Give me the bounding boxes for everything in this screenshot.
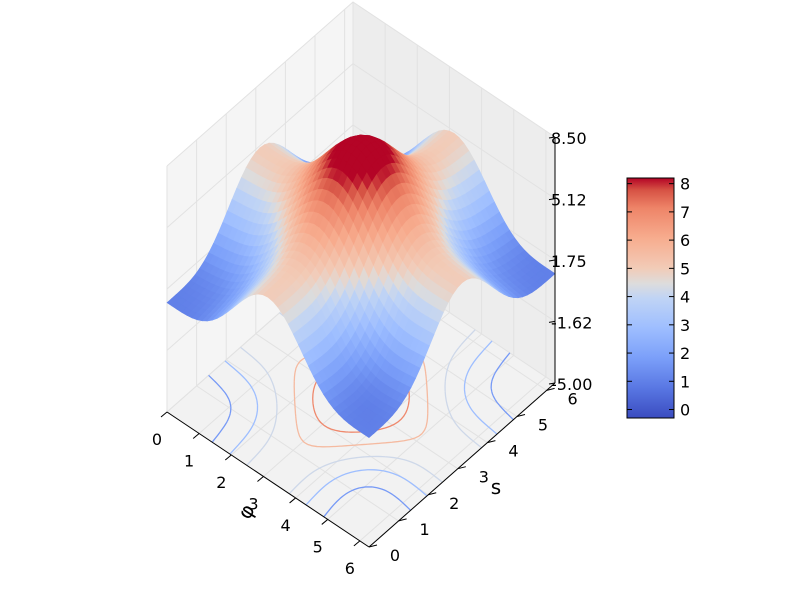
y-tick-mark bbox=[457, 466, 466, 470]
surface-patch bbox=[363, 429, 375, 439]
colorbar-tick-label: 3 bbox=[680, 316, 690, 335]
x-tick-mark bbox=[160, 411, 168, 418]
x-tick-label: 4 bbox=[281, 516, 291, 535]
z-tick-mark bbox=[548, 382, 556, 385]
y-tick-mark bbox=[428, 492, 437, 496]
x-tick-label: 2 bbox=[216, 473, 226, 492]
x-tick-mark bbox=[224, 454, 232, 461]
x-tick-mark bbox=[192, 433, 200, 439]
y-tick-label: 5 bbox=[538, 415, 548, 434]
colorbar-tick-label: 7 bbox=[680, 203, 690, 222]
y-tick-mark bbox=[516, 414, 526, 417]
y-axis-line bbox=[368, 382, 556, 548]
y-tick-label: 2 bbox=[449, 494, 459, 513]
colorbar-tick-label: 4 bbox=[680, 288, 690, 307]
colorbar: 0 1 2 3 4 5 6 7 8 bbox=[626, 175, 690, 420]
x-tick-label: 3 bbox=[248, 494, 258, 513]
z-tick-mark bbox=[548, 320, 556, 323]
x-tick-label: 0 bbox=[152, 430, 162, 449]
x-tick-label: 1 bbox=[184, 451, 194, 470]
x-tick-label: 6 bbox=[345, 559, 355, 578]
y-tick-mark bbox=[546, 387, 555, 391]
colorbar-gradient bbox=[626, 177, 675, 419]
colorbar-tick-label: 8 bbox=[680, 175, 690, 194]
grid-line-z bbox=[166, 1, 556, 167]
y-tick-label: 6 bbox=[568, 389, 578, 408]
x-tick-mark bbox=[289, 497, 296, 504]
z-tick-label: 1.75 bbox=[551, 252, 587, 271]
z-tick-label: 8.50 bbox=[551, 129, 587, 148]
x-tick-mark bbox=[353, 540, 361, 547]
y-tick-mark bbox=[487, 440, 496, 444]
y-axis-label: s bbox=[491, 475, 501, 499]
x-axis-line bbox=[166, 411, 370, 548]
y-tick-mark bbox=[368, 544, 378, 548]
x-tick-mark bbox=[257, 476, 264, 482]
z-tick-mark bbox=[548, 198, 556, 201]
y-tick-label: 0 bbox=[390, 546, 400, 565]
colorbar-tick-label: 5 bbox=[680, 259, 690, 278]
colorbar-tick-label: 1 bbox=[680, 372, 690, 391]
surface-plot bbox=[166, 129, 556, 439]
z-tick-label: -5.00 bbox=[551, 375, 592, 394]
z-tick-label: -1.62 bbox=[551, 313, 592, 332]
x-tick-label: 5 bbox=[313, 537, 323, 556]
z-tick-mark bbox=[548, 136, 556, 139]
colorbar-tick-label: 0 bbox=[680, 401, 690, 420]
z-tick-label: 5.12 bbox=[551, 191, 587, 210]
y-tick-label: 4 bbox=[508, 442, 518, 461]
z-tick-mark bbox=[548, 259, 556, 262]
y-tick-label: 1 bbox=[420, 520, 430, 539]
x-tick-mark bbox=[321, 519, 329, 525]
colorbar-tick-label: 2 bbox=[680, 344, 690, 363]
y-tick-label: 3 bbox=[479, 468, 489, 487]
colorbar-tick-label: 6 bbox=[680, 231, 690, 250]
y-tick-mark bbox=[398, 518, 407, 522]
grid-line-z bbox=[166, 62, 556, 228]
